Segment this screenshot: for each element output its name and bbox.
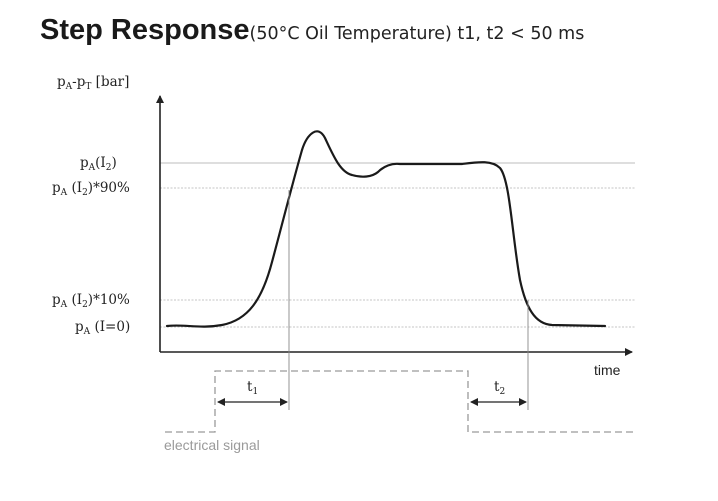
level-label-zero: pA (I=0)	[75, 319, 130, 337]
t2-label: t2	[494, 379, 505, 397]
x-axis-label: time	[594, 362, 621, 378]
electrical-signal-label: electrical signal	[164, 437, 260, 453]
level-label-10: pA (I2)*10%	[52, 292, 130, 310]
electrical-signal	[165, 370, 635, 433]
level-label-full: pA(I2)	[80, 155, 117, 173]
t1-label: t1	[247, 379, 258, 397]
page-subtitle: (50°C Oil Temperature) t1, t2 < 50 ms	[249, 24, 585, 44]
response-curve	[165, 130, 607, 328]
y-axis-label: pA-pT [bar]	[57, 74, 129, 92]
page-title: Step Response	[40, 14, 250, 46]
level-label-90: pA (I2)*90%	[52, 180, 130, 198]
header: Step Response(50°C Oil Temperature) t1, …	[40, 14, 584, 47]
